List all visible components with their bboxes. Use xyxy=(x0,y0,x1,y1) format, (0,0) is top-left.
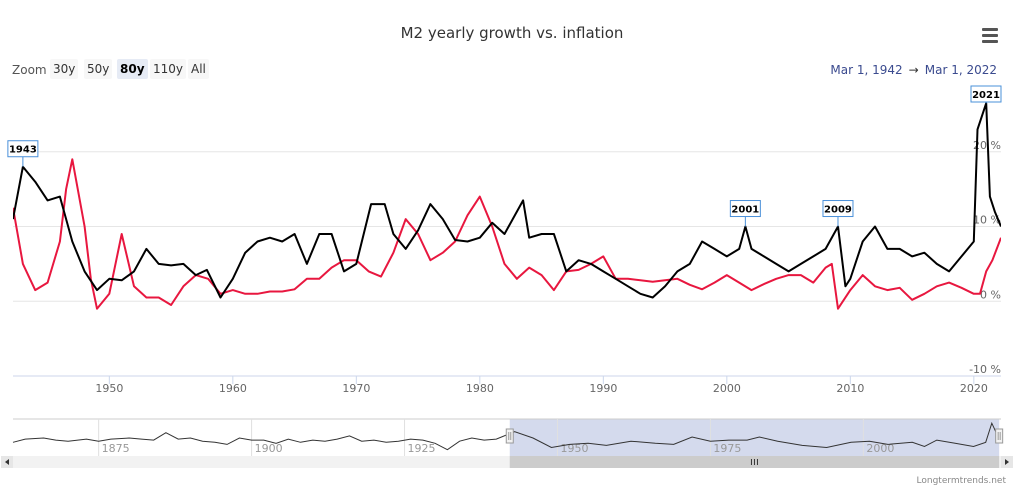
zoom-button-110y[interactable]: 110y xyxy=(150,59,187,79)
zoom-button-30y[interactable]: 30y xyxy=(50,59,79,79)
zoom-button-80y[interactable]: 80y xyxy=(117,59,148,79)
flag-label: 2001 xyxy=(731,205,759,216)
range-arrow: → xyxy=(908,63,919,77)
navigator-tick-label: 2000 xyxy=(866,442,894,455)
flag-label: 2021 xyxy=(972,90,1000,101)
navigator-series-line xyxy=(12,421,1000,451)
y-tick-label: -10 % xyxy=(969,363,1001,376)
flag-box xyxy=(729,200,761,218)
menu-icon[interactable] xyxy=(979,28,1001,46)
x-tick-label: 1980 xyxy=(466,382,494,395)
x-tick-label: 2010 xyxy=(836,382,864,395)
chart-title: M2 yearly growth vs. inflation xyxy=(400,24,624,42)
navigator-tick-label: 1875 xyxy=(102,442,130,455)
range-to-date[interactable]: Mar 1, 2022 xyxy=(924,63,997,77)
navigator-tick-label: 1925 xyxy=(408,442,436,455)
navigator-left-handle[interactable] xyxy=(505,428,514,444)
credit-link[interactable]: Longtermtrends.net xyxy=(916,476,1006,486)
navigator-right-handle[interactable] xyxy=(995,428,1004,444)
flag-label: 1943 xyxy=(9,145,37,156)
flag-box xyxy=(7,140,39,158)
flag-label: 2009 xyxy=(824,205,852,216)
chevron-left-icon xyxy=(5,459,9,465)
range-from-date[interactable]: Mar 1, 1942 xyxy=(830,63,903,77)
flag-box xyxy=(970,85,1002,103)
x-tick-label: 1950 xyxy=(95,382,123,395)
date-range: Mar 1, 1942 → Mar 1, 2022 xyxy=(830,63,997,77)
zoom-button-50y[interactable]: 50y xyxy=(84,59,113,79)
navigator-selection-mask xyxy=(509,419,1000,456)
zoom-button-all[interactable]: All xyxy=(188,59,209,79)
scroll-right-button[interactable] xyxy=(1001,456,1013,468)
chevron-right-icon xyxy=(1005,459,1009,465)
x-tick-label: 1960 xyxy=(219,382,247,395)
x-tick-label: 1990 xyxy=(589,382,617,395)
zoom-label: Zoom xyxy=(12,63,47,77)
m2-growth-line xyxy=(13,102,1001,299)
flag-box xyxy=(822,200,854,218)
inflation-line xyxy=(13,158,1001,310)
navigator-tick-label: 1975 xyxy=(713,442,741,455)
x-tick-label: 1970 xyxy=(342,382,370,395)
x-tick-label: 2000 xyxy=(713,382,741,395)
y-tick-label: 0 % xyxy=(980,288,1001,301)
scroll-left-button[interactable] xyxy=(1,456,13,468)
x-tick-label: 2020 xyxy=(960,382,988,395)
navigator-tick-label: 1900 xyxy=(255,442,283,455)
y-tick-label: 10 % xyxy=(973,214,1001,227)
